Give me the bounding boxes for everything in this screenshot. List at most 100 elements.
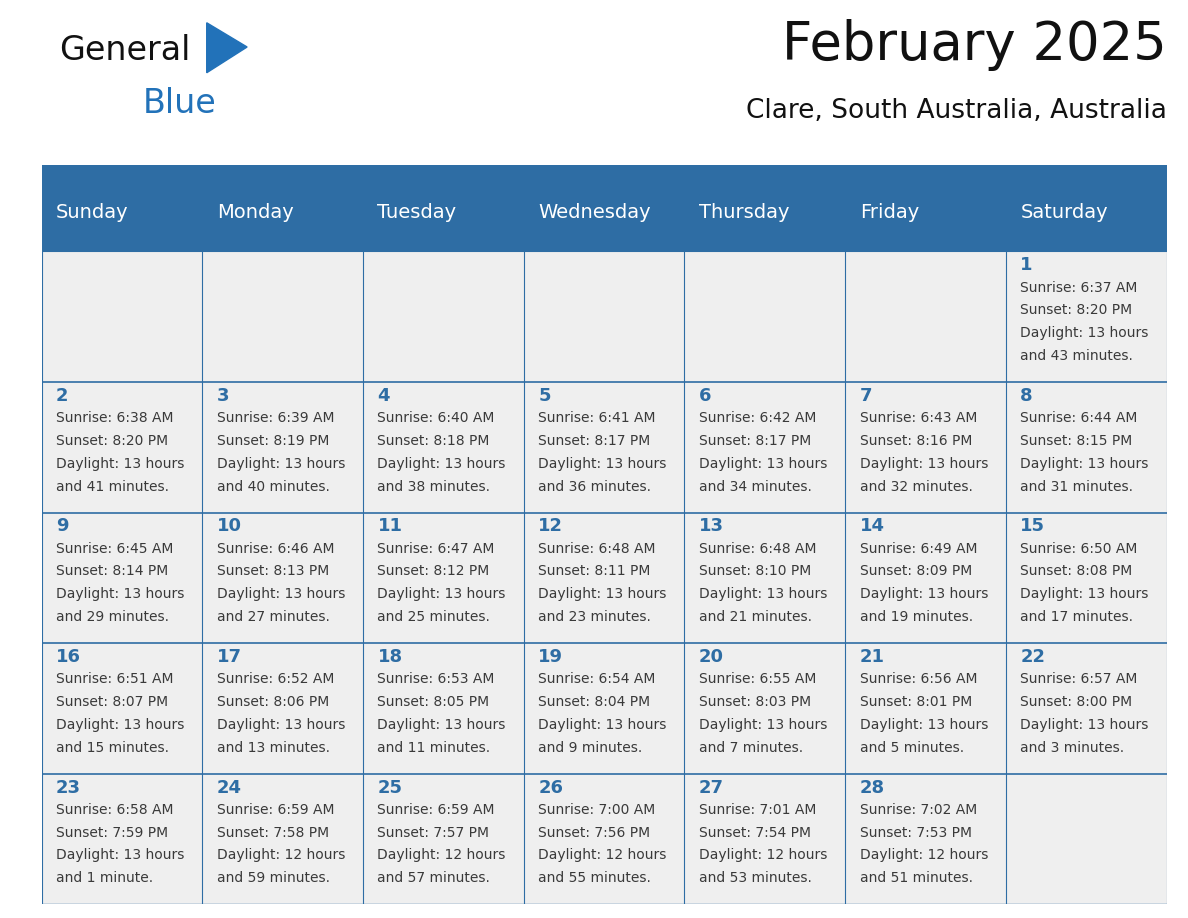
Text: Sunrise: 6:56 AM: Sunrise: 6:56 AM (860, 672, 978, 686)
Text: Sunrise: 6:37 AM: Sunrise: 6:37 AM (1020, 281, 1138, 295)
Text: 25: 25 (378, 778, 403, 797)
Text: Sunset: 8:18 PM: Sunset: 8:18 PM (378, 434, 489, 448)
Text: Wednesday: Wednesday (538, 203, 651, 222)
Text: Sunrise: 7:00 AM: Sunrise: 7:00 AM (538, 802, 656, 817)
Text: Daylight: 13 hours: Daylight: 13 hours (538, 588, 666, 601)
Text: and 41 minutes.: and 41 minutes. (56, 479, 169, 494)
Text: 23: 23 (56, 778, 81, 797)
Bar (202, 252, 364, 382)
Text: 24: 24 (216, 778, 242, 797)
Text: and 31 minutes.: and 31 minutes. (1020, 479, 1133, 494)
Text: 5: 5 (538, 387, 551, 405)
Text: Daylight: 13 hours: Daylight: 13 hours (860, 588, 988, 601)
Bar (845, 644, 1006, 774)
Bar (524, 382, 684, 512)
Bar (845, 252, 1006, 382)
Text: General: General (59, 34, 191, 66)
Text: and 25 minutes.: and 25 minutes. (378, 610, 491, 624)
Text: 1: 1 (1020, 256, 1032, 274)
Text: Daylight: 12 hours: Daylight: 12 hours (699, 848, 827, 862)
Text: and 3 minutes.: and 3 minutes. (1020, 741, 1125, 755)
Text: 2: 2 (56, 387, 69, 405)
Text: and 23 minutes.: and 23 minutes. (538, 610, 651, 624)
Text: Sunset: 8:10 PM: Sunset: 8:10 PM (699, 565, 811, 578)
Text: Daylight: 13 hours: Daylight: 13 hours (699, 718, 827, 732)
Text: and 34 minutes.: and 34 minutes. (699, 479, 811, 494)
Text: Sunrise: 6:47 AM: Sunrise: 6:47 AM (378, 542, 495, 555)
Text: Sunset: 8:03 PM: Sunset: 8:03 PM (699, 695, 811, 709)
Bar (524, 512, 684, 644)
Bar (1006, 644, 1167, 774)
Text: and 21 minutes.: and 21 minutes. (699, 610, 811, 624)
Text: 15: 15 (1020, 518, 1045, 535)
Text: 9: 9 (56, 518, 69, 535)
Text: Clare, South Australia, Australia: Clare, South Australia, Australia (746, 97, 1167, 124)
Bar (845, 512, 1006, 644)
Text: Daylight: 13 hours: Daylight: 13 hours (860, 457, 988, 471)
Bar (364, 644, 524, 774)
Bar (42, 512, 202, 644)
Text: Sunset: 8:13 PM: Sunset: 8:13 PM (216, 565, 329, 578)
Text: and 13 minutes.: and 13 minutes. (216, 741, 330, 755)
Text: Sunrise: 6:39 AM: Sunrise: 6:39 AM (216, 411, 334, 425)
Text: 3: 3 (216, 387, 229, 405)
Text: Sunset: 8:08 PM: Sunset: 8:08 PM (1020, 565, 1132, 578)
Bar (1006, 774, 1167, 904)
Text: Daylight: 13 hours: Daylight: 13 hours (538, 457, 666, 471)
Text: and 53 minutes.: and 53 minutes. (699, 871, 811, 885)
Text: 12: 12 (538, 518, 563, 535)
Text: Sunrise: 6:59 AM: Sunrise: 6:59 AM (378, 802, 495, 817)
Bar (1006, 252, 1167, 382)
Text: and 32 minutes.: and 32 minutes. (860, 479, 973, 494)
Text: Daylight: 13 hours: Daylight: 13 hours (860, 718, 988, 732)
Text: and 7 minutes.: and 7 minutes. (699, 741, 803, 755)
Text: Daylight: 13 hours: Daylight: 13 hours (1020, 457, 1149, 471)
Text: Sunset: 8:04 PM: Sunset: 8:04 PM (538, 695, 650, 709)
Text: Sunset: 7:56 PM: Sunset: 7:56 PM (538, 825, 650, 840)
Bar (524, 774, 684, 904)
Text: Daylight: 13 hours: Daylight: 13 hours (216, 588, 346, 601)
Text: Sunset: 8:01 PM: Sunset: 8:01 PM (860, 695, 972, 709)
Text: Sunrise: 6:58 AM: Sunrise: 6:58 AM (56, 802, 173, 817)
Text: Sunset: 8:11 PM: Sunset: 8:11 PM (538, 565, 651, 578)
Text: Sunrise: 7:02 AM: Sunrise: 7:02 AM (860, 802, 977, 817)
Bar (684, 644, 845, 774)
Text: Sunrise: 6:50 AM: Sunrise: 6:50 AM (1020, 542, 1138, 555)
Text: Blue: Blue (143, 86, 216, 119)
Bar (202, 512, 364, 644)
Text: Sunset: 7:54 PM: Sunset: 7:54 PM (699, 825, 811, 840)
Text: Daylight: 13 hours: Daylight: 13 hours (378, 718, 506, 732)
Text: Daylight: 13 hours: Daylight: 13 hours (538, 718, 666, 732)
Text: Sunrise: 6:53 AM: Sunrise: 6:53 AM (378, 672, 495, 686)
Text: and 19 minutes.: and 19 minutes. (860, 610, 973, 624)
Text: Sunset: 7:57 PM: Sunset: 7:57 PM (378, 825, 489, 840)
Text: Sunset: 8:20 PM: Sunset: 8:20 PM (56, 434, 169, 448)
Text: Daylight: 13 hours: Daylight: 13 hours (216, 457, 346, 471)
Bar (202, 774, 364, 904)
Text: and 1 minute.: and 1 minute. (56, 871, 153, 885)
Polygon shape (207, 23, 247, 73)
Bar (524, 252, 684, 382)
Text: Sunrise: 6:44 AM: Sunrise: 6:44 AM (1020, 411, 1138, 425)
Bar (42, 382, 202, 512)
Bar (684, 382, 845, 512)
Text: Daylight: 13 hours: Daylight: 13 hours (56, 457, 184, 471)
Text: Daylight: 13 hours: Daylight: 13 hours (1020, 588, 1149, 601)
Text: Sunrise: 6:59 AM: Sunrise: 6:59 AM (216, 802, 334, 817)
Text: Daylight: 13 hours: Daylight: 13 hours (378, 588, 506, 601)
Text: Sunset: 8:20 PM: Sunset: 8:20 PM (1020, 303, 1132, 318)
Bar (364, 774, 524, 904)
Bar (42, 252, 202, 382)
Text: 10: 10 (216, 518, 242, 535)
Text: Daylight: 12 hours: Daylight: 12 hours (860, 848, 988, 862)
Text: Daylight: 13 hours: Daylight: 13 hours (56, 718, 184, 732)
Text: and 17 minutes.: and 17 minutes. (1020, 610, 1133, 624)
Text: and 29 minutes.: and 29 minutes. (56, 610, 169, 624)
Text: Sunset: 8:09 PM: Sunset: 8:09 PM (860, 565, 972, 578)
Text: Tuesday: Tuesday (378, 203, 456, 222)
Text: Sunset: 7:53 PM: Sunset: 7:53 PM (860, 825, 972, 840)
Text: Daylight: 12 hours: Daylight: 12 hours (216, 848, 346, 862)
Text: 11: 11 (378, 518, 403, 535)
Text: Daylight: 13 hours: Daylight: 13 hours (1020, 326, 1149, 341)
Bar (202, 382, 364, 512)
